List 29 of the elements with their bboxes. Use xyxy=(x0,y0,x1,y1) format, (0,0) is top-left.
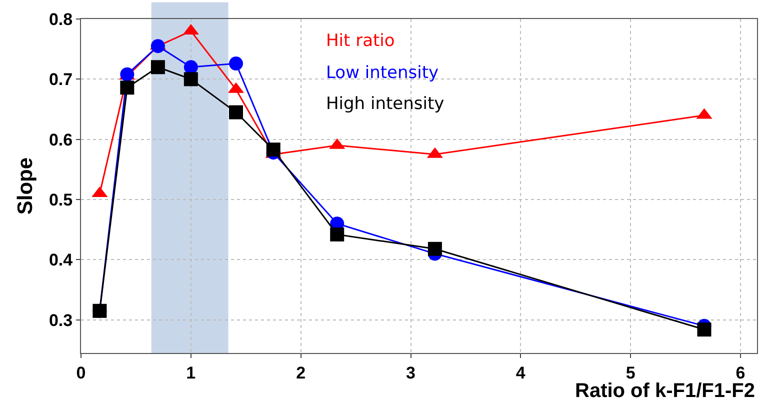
x-tick-label: 5 xyxy=(626,363,636,382)
point xyxy=(150,39,165,54)
text: High intensity xyxy=(326,94,444,114)
point xyxy=(330,227,344,242)
point xyxy=(184,60,198,74)
x-tick-label: 2 xyxy=(296,363,306,382)
y-axis-title: Slope xyxy=(14,157,38,215)
y-tick-label: 0.4 xyxy=(48,250,74,270)
point xyxy=(150,60,165,74)
point xyxy=(120,80,134,95)
x-tick-label: 6 xyxy=(736,363,746,382)
x-axis-title: Ratio of k-F1/F1-F2 xyxy=(575,380,756,401)
point xyxy=(428,242,442,256)
y-tick-label: 0.5 xyxy=(48,190,73,210)
y-tick-label: 0.6 xyxy=(48,130,73,150)
point xyxy=(228,105,243,120)
point xyxy=(228,56,243,71)
x-tick-label: 3 xyxy=(406,363,416,382)
y-tick-label: 0.7 xyxy=(48,70,73,90)
point xyxy=(697,322,712,337)
y-tick-label: 0.8 xyxy=(48,10,73,29)
x-tick-label: 0 xyxy=(76,363,86,382)
point xyxy=(266,142,280,157)
text: Low intensity xyxy=(326,63,439,83)
point xyxy=(184,72,198,86)
x-tick-label: 1 xyxy=(186,363,196,382)
text: Hit ratio xyxy=(326,31,395,51)
y-tick-label: 0.3 xyxy=(48,310,73,330)
x-tick-label: 4 xyxy=(516,363,526,382)
